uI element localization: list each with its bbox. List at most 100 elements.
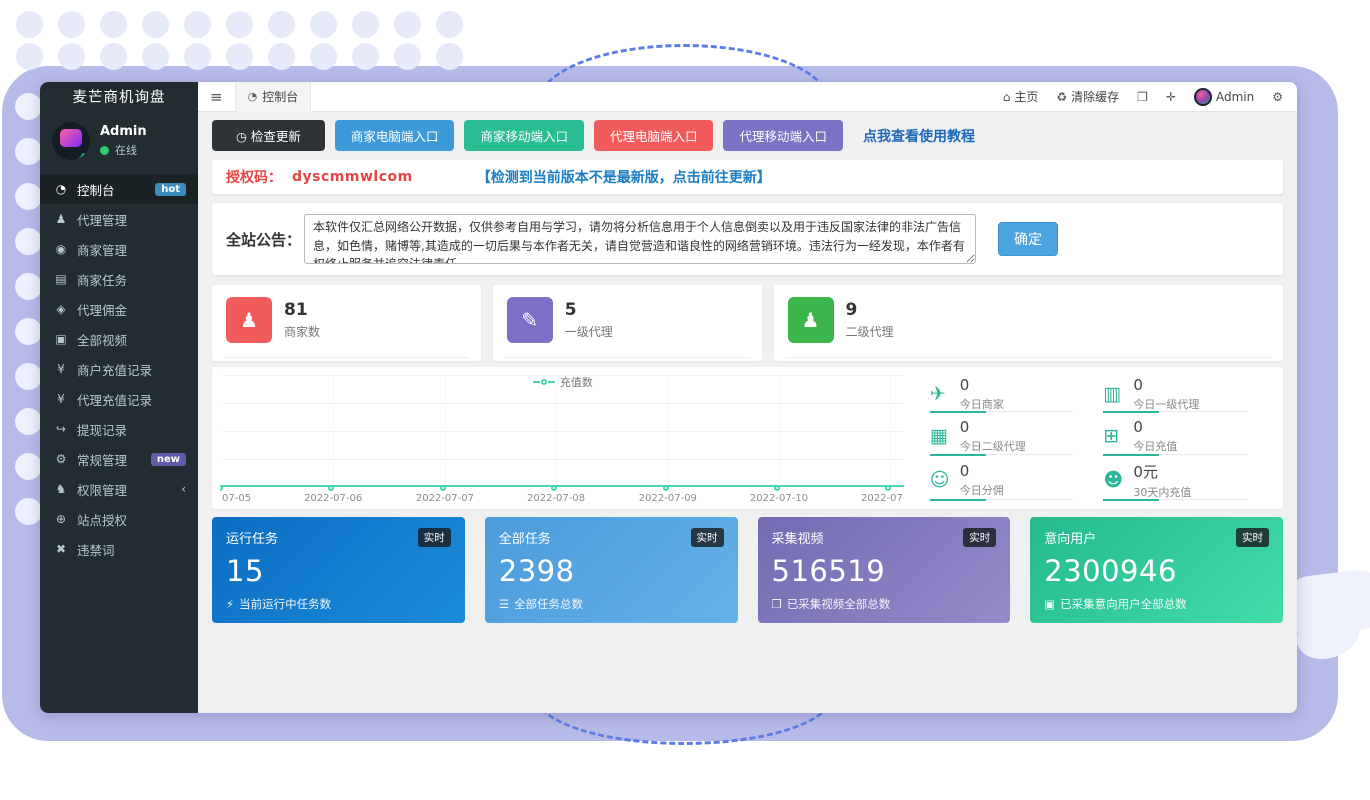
hot-badge: hot: [155, 182, 186, 196]
dashboard-content: ◷ 检查更新 商家电脑端入口 商家移动端入口 代理电脑端入口 代理移动端入口 点…: [198, 112, 1297, 713]
metric-value: 2398: [498, 554, 575, 588]
avatar: [52, 122, 90, 160]
database-icon: ☰: [498, 597, 510, 611]
chart-x-axis: 07-05 2022-07-06 2022-07-07 2022-07-08 2…: [222, 493, 904, 504]
chart-point: [551, 485, 558, 491]
calendar-icon: ▦: [929, 425, 948, 448]
tasks-icon: ▤: [55, 272, 67, 286]
stat-card-level2-agents: ♟ 9 二级代理: [773, 285, 1283, 361]
stat-row: ♟ 81 商家数 ✎ 5 一级代理 ♟ 9 二级代理: [212, 285, 1283, 361]
sidebar-item-merchant-tasks[interactable]: ▤ 商家任务: [40, 264, 198, 294]
agent-mobile-entry-button[interactable]: 代理移动端入口: [723, 120, 843, 151]
settings-gear-icon[interactable]: ⚙: [1272, 89, 1283, 104]
announcement-panel: 全站公告： 本软件仅汇总网络公开数据，仅供参考自用与学习，请勿将分析信息用于个人…: [212, 203, 1283, 275]
confirm-button[interactable]: 确定: [998, 222, 1058, 256]
chart-point: [885, 485, 892, 491]
legend-label: 充值数: [559, 376, 593, 389]
sidebar-item-merchant-management[interactable]: ◉ 商家管理: [40, 234, 198, 264]
recharge-chart: 充值数: [220, 371, 906, 505]
admin-menu[interactable]: Admin: [1193, 87, 1254, 106]
copy-icon: ❐: [771, 597, 782, 611]
stat-card-merchants: ♟ 81 商家数: [212, 285, 481, 361]
magic-wand-icon: ✎: [506, 297, 553, 343]
metric-card-all-tasks: 全部任务 实时 2398 ☰ 全部任务总数: [484, 517, 738, 623]
metric-card-collected-videos: 采集视频 实时 516519 ❐ 已采集视频全部总数: [757, 517, 1011, 623]
tab-dashboard[interactable]: ◔ 控制台: [234, 82, 312, 112]
check-update-button[interactable]: ◷ 检查更新: [212, 120, 325, 151]
realtime-badge: 实时: [963, 528, 997, 547]
avatar: [1193, 87, 1212, 106]
legend-marker-icon: [540, 379, 547, 385]
chart-plot-area: [220, 375, 904, 491]
calendar-plus-icon: ⊞: [1103, 425, 1120, 448]
sidebar-item-all-videos[interactable]: ▣ 全部视频: [40, 324, 198, 354]
chart-point: [328, 485, 335, 491]
merchant-pc-entry-button[interactable]: 商家电脑端入口: [334, 120, 455, 151]
users-icon: ♟: [226, 297, 272, 343]
dashboard-icon: ◔: [55, 182, 67, 196]
chart-panel: 充值数: [212, 367, 1283, 509]
sidebar-menu: ◔ 控制台 hot ♟ 代理管理 ◉ 商家管理 ▤ 商家任务 ◈ 代理佣金 ▣: [40, 174, 198, 564]
clear-cache-link[interactable]: ♻ 清除缓存: [1056, 89, 1120, 105]
clock-icon: ◷: [236, 129, 247, 144]
sidebar-item-permission-management[interactable]: ♞ 权限管理 ‹: [40, 474, 198, 504]
sidebar-item-dashboard[interactable]: ◔ 控制台 hot: [40, 174, 198, 204]
image-icon: ▣: [1044, 597, 1056, 611]
user-icon: ♟: [787, 297, 834, 343]
announcement-textarea[interactable]: 本软件仅汇总网络公开数据，仅供参考自用与学习，请勿将分析信息用于个人信息倒卖以及…: [304, 214, 976, 264]
license-panel: 授权码： dyscmmwlcom 【检测到当前版本不是最新版，点击前往更新】: [212, 160, 1283, 194]
home-link[interactable]: ⌂ 主页: [1002, 89, 1039, 105]
stat-label: 商家数: [284, 325, 321, 339]
tutorial-link[interactable]: 点我查看使用教程: [862, 128, 975, 145]
today-stat-merchants: ✈ 0 今日商家: [922, 373, 1096, 415]
menu-toggle-icon[interactable]: ≡: [210, 87, 223, 106]
realtime-badge: 实时: [1236, 528, 1269, 547]
metric-card-intent-users: 意向用户 实时 2300946 ▣ 已采集意向用户全部总数: [1030, 517, 1283, 623]
user-circle-icon: ☻: [1103, 469, 1124, 492]
sidebar-item-withdrawal-records[interactable]: ↪ 提现记录: [40, 414, 198, 444]
metric-row: 运行任务 实时 15 ⚡ 当前运行中任务数 全部任务 实时 2398 ☰ 全部任务总数 …: [212, 517, 1283, 623]
update-notice-link[interactable]: 【检测到当前版本不是最新版，点击前往更新】: [476, 170, 771, 186]
commission-icon: ◈: [56, 302, 66, 316]
site-auth-icon: ⊕: [55, 512, 67, 526]
app-title: 麦芒商机询盘: [72, 90, 166, 106]
sidebar-item-site-authorization[interactable]: ⊕ 站点授权: [40, 504, 198, 534]
permissions-icon: ♞: [55, 482, 67, 496]
agent-icon: ♟: [55, 212, 67, 226]
merchant-mobile-entry-button[interactable]: 商家移动端入口: [464, 120, 584, 151]
paper-plane-icon: ✈: [929, 383, 946, 406]
sidebar-item-agent-recharge-records[interactable]: ¥ 代理充值记录: [40, 384, 198, 414]
online-status-icon: [100, 145, 109, 155]
chart-legend: 充值数: [532, 374, 593, 390]
chart-point: [439, 485, 446, 491]
today-stat-commission: ☺ 0 今日分佣: [922, 458, 1096, 503]
bolt-icon: ⚡: [226, 597, 235, 611]
announcement-label: 全站公告：: [226, 230, 302, 249]
stat-value: 81: [284, 300, 308, 320]
sidebar-item-merchant-recharge-records[interactable]: ¥ 商户充值记录: [40, 354, 198, 384]
refresh-page-icon[interactable]: ❐: [1137, 89, 1148, 104]
stat-label: 一级代理: [564, 325, 613, 339]
agent-pc-entry-button[interactable]: 代理电脑端入口: [593, 120, 714, 151]
yen-icon: ¥: [57, 392, 65, 406]
yen-icon: ¥: [57, 362, 65, 376]
license-code: dyscmmwlcom: [292, 169, 413, 185]
home-icon: ⌂: [1002, 89, 1011, 104]
sidebar-item-agent-commission[interactable]: ◈ 代理佣金: [40, 294, 198, 324]
user-status: 在线: [100, 142, 147, 158]
videos-icon: ▣: [55, 332, 67, 346]
today-stat-30day-recharge: ☻ 0元 30天内充值: [1095, 458, 1269, 503]
user-panel: Admin 在线: [40, 114, 198, 170]
sidebar-item-agent-management[interactable]: ♟ 代理管理: [40, 204, 198, 234]
user-circle-icon: ☺: [929, 469, 950, 492]
navbar: ≡ ◔ 控制台 ⌂ 主页 ♻ 清除缓存 ❐ ✛ Admin: [198, 82, 1297, 112]
main-area: ≡ ◔ 控制台 ⌂ 主页 ♻ 清除缓存 ❐ ✛ Admin: [198, 82, 1297, 713]
sidebar-item-general-settings[interactable]: ⚙ 常规管理 new: [40, 444, 198, 474]
trash-icon: ♻: [1056, 89, 1068, 104]
stat-card-level1-agents: ✎ 5 一级代理: [492, 285, 762, 361]
sidebar-item-banned-words[interactable]: ✖ 违禁词: [40, 534, 198, 564]
new-badge: new: [150, 452, 186, 466]
metric-card-running-tasks: 运行任务 实时 15 ⚡ 当前运行中任务数: [212, 517, 465, 623]
realtime-badge: 实时: [690, 528, 724, 547]
fullscreen-icon[interactable]: ✛: [1165, 89, 1176, 104]
